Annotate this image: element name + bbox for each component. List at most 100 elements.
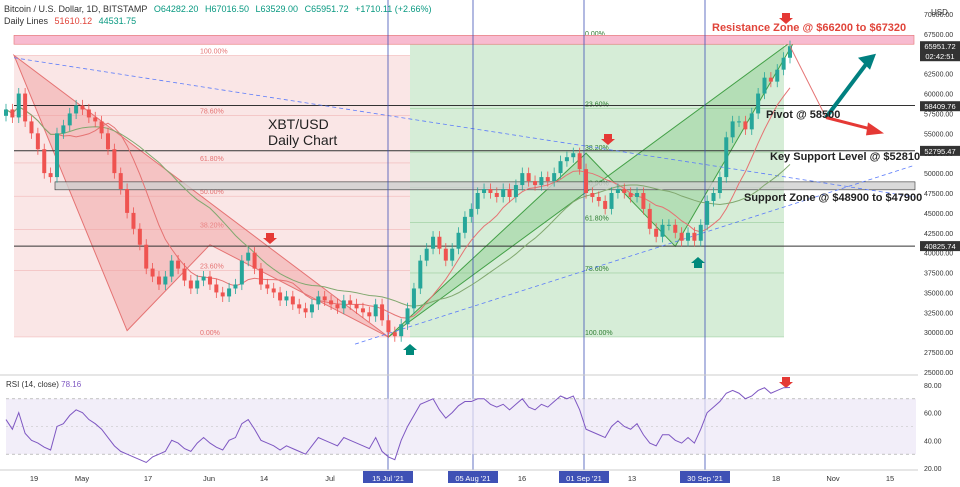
price-tick-label: 35000.00 — [924, 290, 953, 297]
candle-body — [788, 46, 792, 58]
time-tick-label: Nov — [826, 474, 840, 483]
candle-body — [10, 109, 15, 118]
price-tag-label: 40825.74 — [924, 242, 955, 251]
price-tick-label: 50000.00 — [924, 171, 953, 178]
candle-body — [137, 228, 142, 245]
moving-average-slow — [5, 106, 791, 307]
candle-body — [437, 236, 442, 249]
candle-body — [533, 181, 538, 186]
candle-body — [86, 109, 91, 118]
low-value: L63529.00 — [255, 4, 299, 14]
candle-body — [316, 296, 321, 305]
candle-body — [577, 153, 582, 170]
time-tick-label: Jul — [325, 474, 335, 483]
price-tick-label: 45000.00 — [924, 211, 953, 218]
candle-body — [762, 77, 767, 94]
rsi-header: RSI (14, close) 78.16 — [6, 380, 81, 389]
candle-body — [462, 216, 467, 233]
candle-body — [341, 300, 346, 309]
candle-body — [125, 189, 130, 213]
candle-body — [303, 308, 308, 313]
candle-body — [61, 125, 66, 134]
candle-body — [628, 193, 633, 197]
candle-body — [380, 304, 385, 321]
open-value: O64282.20 — [153, 4, 199, 14]
rsi-tick-label: 80.00 — [924, 383, 942, 390]
bearish-arrow-head — [866, 122, 884, 136]
buy-signal-arrow — [691, 257, 705, 268]
time-tick-label: 15 Jul '21 — [372, 474, 404, 483]
candle-body — [450, 248, 455, 261]
fib-right-level-label: 0.00% — [585, 31, 605, 38]
candle-body — [749, 113, 754, 130]
candle-body — [322, 296, 327, 301]
candle-body — [201, 276, 206, 281]
candle-body — [698, 224, 703, 241]
candle-body — [596, 196, 601, 201]
candle-body — [635, 193, 640, 197]
sell-signal-arrow — [263, 233, 277, 244]
candle-body — [239, 260, 244, 285]
candle-body — [666, 224, 671, 226]
rsi-value: 78.16 — [61, 380, 82, 389]
candle-body — [673, 224, 678, 233]
candle-body — [29, 121, 34, 134]
candle-body — [507, 189, 512, 197]
buy-signal-arrow — [403, 344, 417, 355]
candle-body — [686, 232, 691, 241]
candle-body — [176, 260, 181, 269]
time-tag — [680, 471, 730, 483]
candle-body — [692, 232, 697, 241]
candle-body — [411, 288, 416, 309]
change-value: +1710.11 (+2.66%) — [355, 4, 432, 14]
price-tag — [920, 41, 960, 62]
time-tick-label: 17 — [144, 474, 152, 483]
bearish-pattern — [12, 53, 389, 338]
fib-right-level-label: 78.60% — [585, 266, 609, 273]
candle-body — [501, 189, 506, 197]
candle-body — [163, 276, 168, 285]
price-tick-label: 60000.00 — [924, 92, 953, 99]
candle-body — [252, 252, 257, 269]
candle-body — [539, 177, 544, 186]
candle-body — [469, 208, 474, 217]
candle-body — [660, 224, 665, 237]
candle-body — [564, 157, 569, 162]
candle-body — [35, 133, 40, 150]
candle-body — [80, 105, 85, 110]
candle-body — [392, 332, 397, 337]
bullish-projection-arrow — [824, 60, 870, 119]
candle-body — [246, 252, 251, 261]
candle-body — [290, 296, 295, 305]
candle-body — [552, 173, 557, 182]
fib-right-level-label: 38.20% — [585, 145, 609, 152]
candle-body — [329, 300, 334, 305]
time-tick-label: 19 — [30, 474, 38, 483]
high-value: H67016.50 — [204, 4, 249, 14]
chart-header: Bitcoin / U.S. Dollar, 1D, BITSTAMP O642… — [4, 4, 436, 14]
candle-body — [48, 173, 53, 178]
candle-body — [647, 208, 652, 229]
candle-body — [278, 292, 283, 301]
projection-line — [789, 45, 827, 118]
time-tick-label: 15 — [886, 474, 894, 483]
rsi-line — [5, 386, 791, 464]
time-tick-label: 16 — [518, 474, 526, 483]
candle-body — [743, 121, 748, 130]
candle-body — [354, 304, 359, 309]
price-tick-label: 30000.00 — [924, 330, 953, 337]
support-zone-label: Support Zone @ $48900 to $47900 — [744, 192, 923, 204]
candle-body — [131, 212, 136, 229]
candle-body — [297, 304, 302, 309]
candle-body — [335, 304, 340, 309]
candle-body — [309, 304, 314, 313]
candle-body — [475, 193, 480, 209]
time-tick-label: 13 — [628, 474, 636, 483]
resistance-zone-label: Resistance Zone @ $66200 to $67320 — [712, 22, 907, 34]
candle-body — [233, 284, 238, 289]
symbol-label: Bitcoin / U.S. Dollar, 1D, BITSTAMP — [4, 4, 148, 14]
chart-title: XBT/USD Daily Chart — [268, 116, 338, 148]
price-tick-label: 47500.00 — [924, 191, 953, 198]
price-tag — [920, 101, 960, 112]
